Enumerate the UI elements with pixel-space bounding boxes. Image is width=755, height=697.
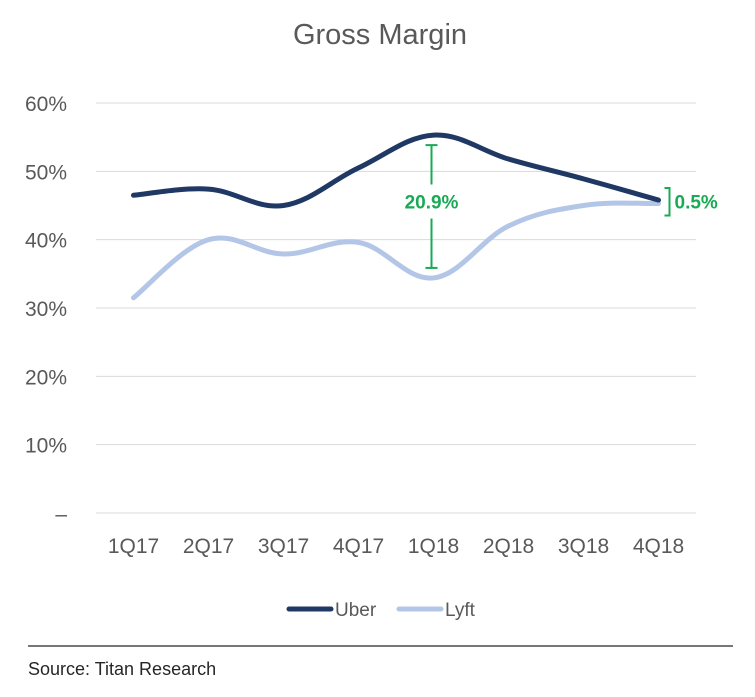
chart-title: Gross Margin — [293, 19, 467, 51]
y-tick-label: 50% — [25, 161, 67, 184]
annotations: 20.9% 0.5% — [405, 144, 718, 269]
y-tick-label: 20% — [25, 366, 67, 389]
series-lines — [131, 132, 661, 301]
x-tick-label: 4Q18 — [633, 535, 684, 558]
legend-label: Uber — [335, 600, 377, 621]
y-axis-ticks: – 10% 20% 30% 40% 50% 60% — [25, 93, 67, 526]
source-note: Source: Titan Research — [28, 659, 216, 679]
y-tick-label: 30% — [25, 298, 67, 321]
legend-label: Lyft — [445, 600, 476, 621]
series-line-uber — [131, 132, 661, 209]
y-tick-label: 40% — [25, 230, 67, 253]
x-tick-label: 1Q17 — [108, 535, 159, 558]
x-tick-label: 2Q17 — [183, 535, 234, 558]
legend: Uber Lyft — [286, 600, 476, 621]
grid-lines — [96, 102, 696, 514]
gap-label: 0.5% — [675, 193, 718, 214]
legend-item-uber: Uber — [286, 600, 377, 621]
legend-item-lyft: Lyft — [396, 600, 476, 621]
x-tick-label: 1Q18 — [408, 535, 459, 558]
y-tick-label: 60% — [25, 93, 67, 116]
x-axis-ticks: 1Q17 2Q17 3Q17 4Q17 1Q18 2Q18 3Q18 4Q18 — [108, 535, 684, 558]
x-tick-label: 2Q18 — [483, 535, 534, 558]
gap-label: 20.9% — [405, 193, 459, 214]
gap-annotation: 20.9% — [405, 144, 459, 269]
series-line-lyft — [131, 200, 661, 301]
gap-annotation: 0.5% — [664, 187, 718, 217]
x-tick-label: 4Q17 — [333, 535, 384, 558]
y-tick-label: 10% — [25, 435, 67, 458]
y-tick-label: – — [55, 503, 67, 526]
x-tick-label: 3Q18 — [558, 535, 609, 558]
x-tick-label: 3Q17 — [258, 535, 309, 558]
